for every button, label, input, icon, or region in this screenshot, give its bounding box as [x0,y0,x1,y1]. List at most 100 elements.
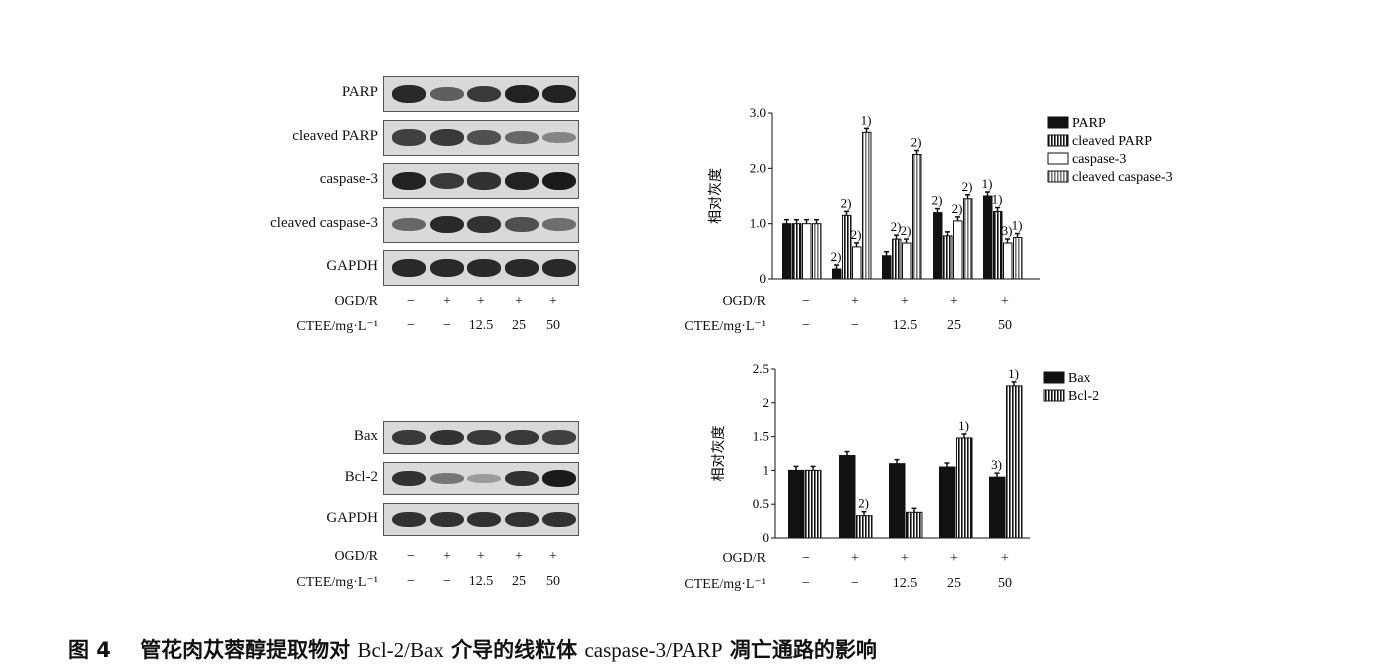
bar [782,223,792,280]
legend-swatch [1047,134,1069,147]
blot-band [392,171,426,191]
y-tick-label: 2.0 [750,160,766,175]
legend-swatch [1047,116,1069,129]
condition-value: 25 [947,576,961,591]
condition-value: − [802,551,810,566]
condition-value: + [549,294,557,309]
bar [1006,385,1023,539]
blot-row-label: Bcl-2 [344,468,378,485]
blot-band [467,172,501,190]
legend-label: Bcl-2 [1068,389,1099,404]
y-tick-label: 0.5 [753,496,769,511]
blot-band [392,259,426,277]
bar [839,455,856,539]
condition-row-label: CTEE/mg·L⁻¹ [684,577,766,592]
legend-swatch [1043,371,1065,384]
bar [902,242,912,280]
blot-band [429,86,464,102]
y-tick-label: 0 [760,271,767,286]
condition-value: + [950,551,958,566]
y-tick-label: 3.0 [750,105,766,120]
condition-value: 12.5 [468,318,494,333]
bar [963,198,973,280]
blot-band [467,129,501,146]
legend-swatch [1047,152,1069,165]
condition-value: 50 [998,318,1012,333]
blot-band [542,131,576,144]
blot-band [504,511,539,528]
blot-band [542,511,576,528]
y-tick-label: 0 [763,530,770,545]
blot-band [542,259,576,277]
significance-label: 1) [992,191,1003,206]
bar [906,511,923,539]
blot-row-label: caspase-3 [319,171,378,187]
significance-label: 2) [952,201,963,216]
significance-label: 2) [851,227,862,242]
significance-label: 2) [962,179,973,194]
condition-value: − [443,318,451,333]
condition-row-label: OGD/R [722,294,766,309]
blot-band [429,172,464,190]
y-tick-label: 2.5 [753,361,769,376]
condition-value: + [477,294,485,309]
blot-strip [383,503,579,536]
caption-latin-1: Bcl-2/Bax [357,638,444,662]
condition-value: − [802,576,810,591]
y-tick-label: 1.0 [750,216,766,231]
blot-row-label: GAPDH [326,509,378,526]
blot-band [429,511,464,528]
bar [852,246,862,280]
condition-value: + [515,294,523,309]
bar [882,255,892,280]
blot-band [504,429,539,446]
condition-value: 50 [998,576,1012,591]
blot-band [429,129,464,146]
blot-band [504,130,539,145]
blot-row-label: PARP [341,84,378,100]
condition-row-label: OGD/R [722,551,766,566]
condition-value: − [851,576,859,591]
condition-row-label: OGD/R [334,549,378,564]
condition-value: 12.5 [468,574,494,589]
blot-band [504,259,539,277]
legend-swatch [1043,389,1065,402]
bar [943,235,953,280]
significance-label: 3) [991,457,1002,472]
bar [939,466,956,539]
blot-strip [383,163,579,199]
bar [953,220,963,280]
condition-value: + [1001,551,1009,566]
bar [788,469,805,539]
significance-label: 3) [1002,223,1013,238]
legend-label: cleaved caspase-3 [1072,170,1173,185]
bar [856,515,873,539]
significance-label: 1) [958,418,969,433]
blot-band [542,84,576,104]
condition-value: 50 [546,574,560,589]
blot-band [392,129,426,146]
legend-label: Bax [1068,371,1091,386]
blot-band [429,259,464,277]
significance-label: 1) [1012,218,1023,233]
condition-value: − [407,549,415,564]
bar [812,223,822,280]
condition-value: − [851,318,859,333]
condition-value: + [515,549,523,564]
condition-value: + [950,294,958,309]
blot-band [467,473,501,484]
condition-value: 12.5 [892,576,918,591]
caption-title-2: 介导的线粒体 [443,638,585,662]
bar [1003,242,1013,280]
blot-row-label: cleaved caspase-3 [270,214,378,231]
blot-row-label: cleaved PARP [292,127,378,144]
bar [842,214,852,280]
figure-caption: 图 4 管花肉苁蓉醇提取物对 Bcl-2/Bax 介导的线粒体 caspase-… [68,634,877,664]
y-tick-label: 1 [763,462,770,477]
significance-label: 2) [858,496,869,511]
bar [983,195,993,280]
condition-row-label: OGD/R [334,294,378,309]
bar [993,210,1003,280]
caption-prefix: 图 4 [68,638,111,662]
